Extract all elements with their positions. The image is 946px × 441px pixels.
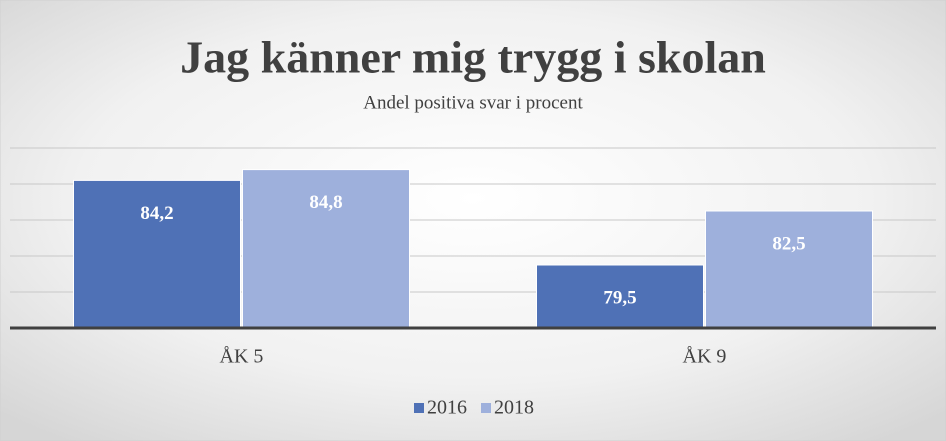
x-tick-label: ÅK 9: [683, 346, 727, 368]
data-label: 84,8: [309, 192, 342, 213]
legend-swatch: [414, 403, 424, 413]
chart-subtitle: Andel positiva svar i procent: [363, 92, 583, 113]
bar: [73, 179, 241, 329]
bar: [705, 210, 873, 329]
data-label: 84,2: [140, 203, 173, 224]
bar: [242, 169, 410, 329]
x-tick-label: ÅK 5: [220, 346, 264, 368]
data-label: 79,5: [603, 287, 636, 308]
data-label: 82,5: [772, 233, 805, 254]
legend: 2016 2018: [414, 397, 534, 419]
legend-label: 2016: [427, 397, 467, 419]
legend-swatch: [481, 403, 491, 413]
legend-label: 2018: [494, 397, 534, 419]
bar: [536, 264, 704, 329]
chart-title: Jag känner mig trygg i skolan: [180, 32, 766, 83]
